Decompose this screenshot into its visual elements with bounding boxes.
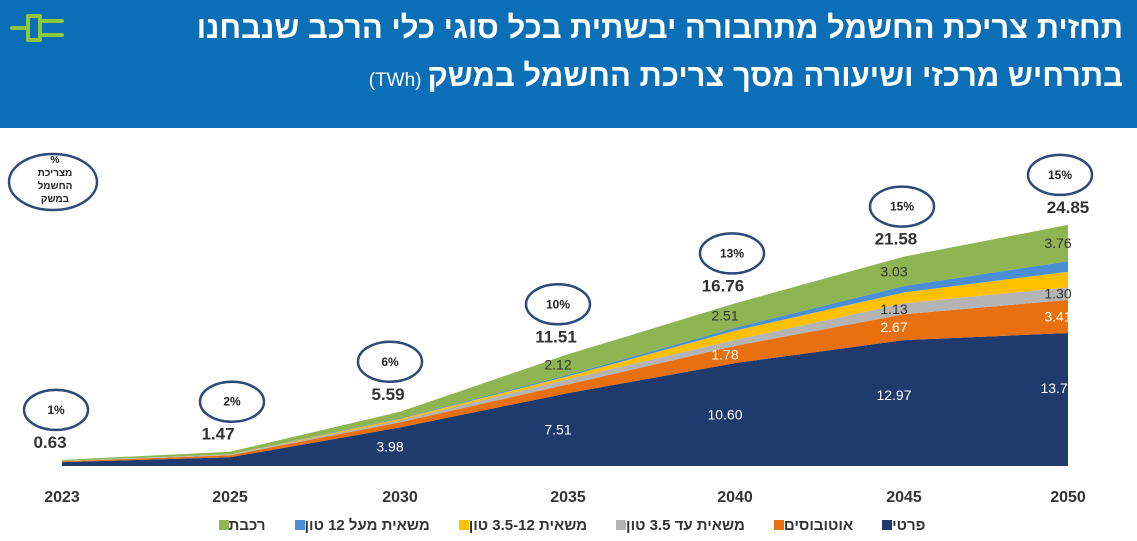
value-label: 2.51 bbox=[711, 308, 738, 324]
legend-label: משאית עד 3.5 טון bbox=[626, 516, 745, 534]
legend-label: משאית מעל 12 טון bbox=[304, 516, 430, 534]
total-label: 1.47 bbox=[201, 425, 234, 444]
share-label: 1% bbox=[47, 403, 65, 417]
legend-swatch bbox=[218, 520, 229, 530]
share-label: 2% bbox=[223, 395, 241, 409]
legend-swatch bbox=[458, 520, 469, 530]
value-label: 1.13 bbox=[880, 301, 907, 317]
title-banner: תחזית צריכת החשמל מתחבורה יבשתית בכל סוג… bbox=[0, 0, 1137, 128]
value-label: 13.71 bbox=[1040, 380, 1075, 396]
legend-label: רכבת bbox=[228, 516, 266, 534]
share-label: 10% bbox=[546, 297, 570, 311]
series-area-3 bbox=[62, 271, 1068, 462]
series-area-1 bbox=[62, 299, 1068, 463]
share-label: 15% bbox=[890, 200, 914, 214]
total-label: 11.51 bbox=[535, 327, 577, 346]
share-axis-label: החשמל bbox=[38, 180, 73, 192]
subtitle-text: בתרחיש מרכזי ושיעורה מסך צריכת החשמל במש… bbox=[427, 58, 1124, 93]
share-label: 6% bbox=[381, 355, 399, 369]
legend-item: משאית מעל 12 טון bbox=[288, 517, 430, 534]
legend-item: פרטי bbox=[875, 517, 925, 534]
x-tick-label: 2030 bbox=[382, 489, 418, 506]
value-label: 2.12 bbox=[544, 357, 571, 373]
legend-item: משאית 3.5-12 טון bbox=[452, 517, 587, 534]
total-label: 24.85 bbox=[1047, 198, 1090, 217]
series-area-0 bbox=[62, 333, 1068, 466]
chart-title: תחזית צריכת החשמל מתחבורה יבשתית בכל סוג… bbox=[196, 10, 1123, 45]
total-label: 0.63 bbox=[33, 433, 66, 452]
share-axis-label: מצריכת bbox=[38, 168, 73, 179]
x-tick-label: 2050 bbox=[1050, 489, 1086, 506]
series-area-5 bbox=[62, 224, 1068, 461]
value-label: 3.03 bbox=[880, 263, 907, 279]
total-label: 5.59 bbox=[371, 385, 404, 404]
legend-item: משאית עד 3.5 טון bbox=[609, 517, 745, 534]
share-axis-ellipse bbox=[7, 152, 99, 212]
share-ellipse bbox=[198, 380, 266, 423]
value-label: 10.60 bbox=[707, 407, 742, 423]
legend-item: אוטובוסים bbox=[767, 517, 853, 534]
legend-label: פרטי bbox=[892, 516, 926, 534]
x-tick-label: 2035 bbox=[550, 489, 586, 506]
series-area-4 bbox=[62, 261, 1068, 461]
share-ellipse bbox=[868, 185, 936, 228]
value-label: 7.51 bbox=[544, 422, 571, 438]
legend: פרטי אוטובוסים משאית עד 3.5 טון משאית 3.5-1… bbox=[0, 512, 1137, 538]
value-label: 1.78 bbox=[711, 347, 738, 363]
x-tick-label: 2040 bbox=[717, 489, 753, 506]
series-area-2 bbox=[62, 287, 1068, 462]
share-label: 13% bbox=[720, 246, 744, 260]
plug-icon bbox=[10, 14, 64, 42]
share-ellipse bbox=[22, 388, 90, 432]
x-tick-label: 2045 bbox=[886, 489, 922, 506]
legend-swatch bbox=[773, 520, 784, 530]
value-label: 1.30 bbox=[1044, 286, 1071, 302]
legend-swatch bbox=[294, 520, 305, 530]
value-label: 12.97 bbox=[876, 387, 911, 403]
share-ellipse bbox=[524, 283, 592, 326]
share-axis-label: במשק bbox=[41, 194, 70, 205]
share-label: 15% bbox=[1048, 168, 1072, 182]
value-label: 2.67 bbox=[880, 319, 907, 335]
share-ellipse bbox=[356, 340, 424, 384]
total-label: 21.58 bbox=[875, 230, 918, 249]
value-label: 3.41 bbox=[1044, 308, 1071, 324]
legend-item: רכבת bbox=[212, 517, 266, 534]
stacked-area-chart: 3.98 7.51 10.60 12.97 13.71 1.78 2.67 3.41 1.13 1… bbox=[7, 152, 1094, 506]
share-axis-label: % bbox=[51, 155, 60, 166]
value-label: 3.98 bbox=[376, 439, 403, 455]
legend-swatch bbox=[882, 520, 893, 530]
x-tick-label: 2023 bbox=[44, 489, 80, 506]
unit-label: (TWh) bbox=[368, 70, 422, 91]
x-tick-label: 2025 bbox=[212, 489, 248, 506]
share-ellipse bbox=[1026, 153, 1094, 197]
share-ellipse bbox=[698, 232, 766, 275]
legend-label: אוטובוסים bbox=[783, 516, 854, 534]
legend-swatch bbox=[616, 520, 627, 530]
legend-label: משאית 3.5-12 טון bbox=[468, 516, 588, 534]
total-label: 16.76 bbox=[702, 276, 745, 295]
value-label: 3.76 bbox=[1044, 235, 1071, 251]
chart-subtitle: בתרחיש מרכזי ושיעורה מסך צריכת החשמל במש… bbox=[369, 56, 1123, 101]
